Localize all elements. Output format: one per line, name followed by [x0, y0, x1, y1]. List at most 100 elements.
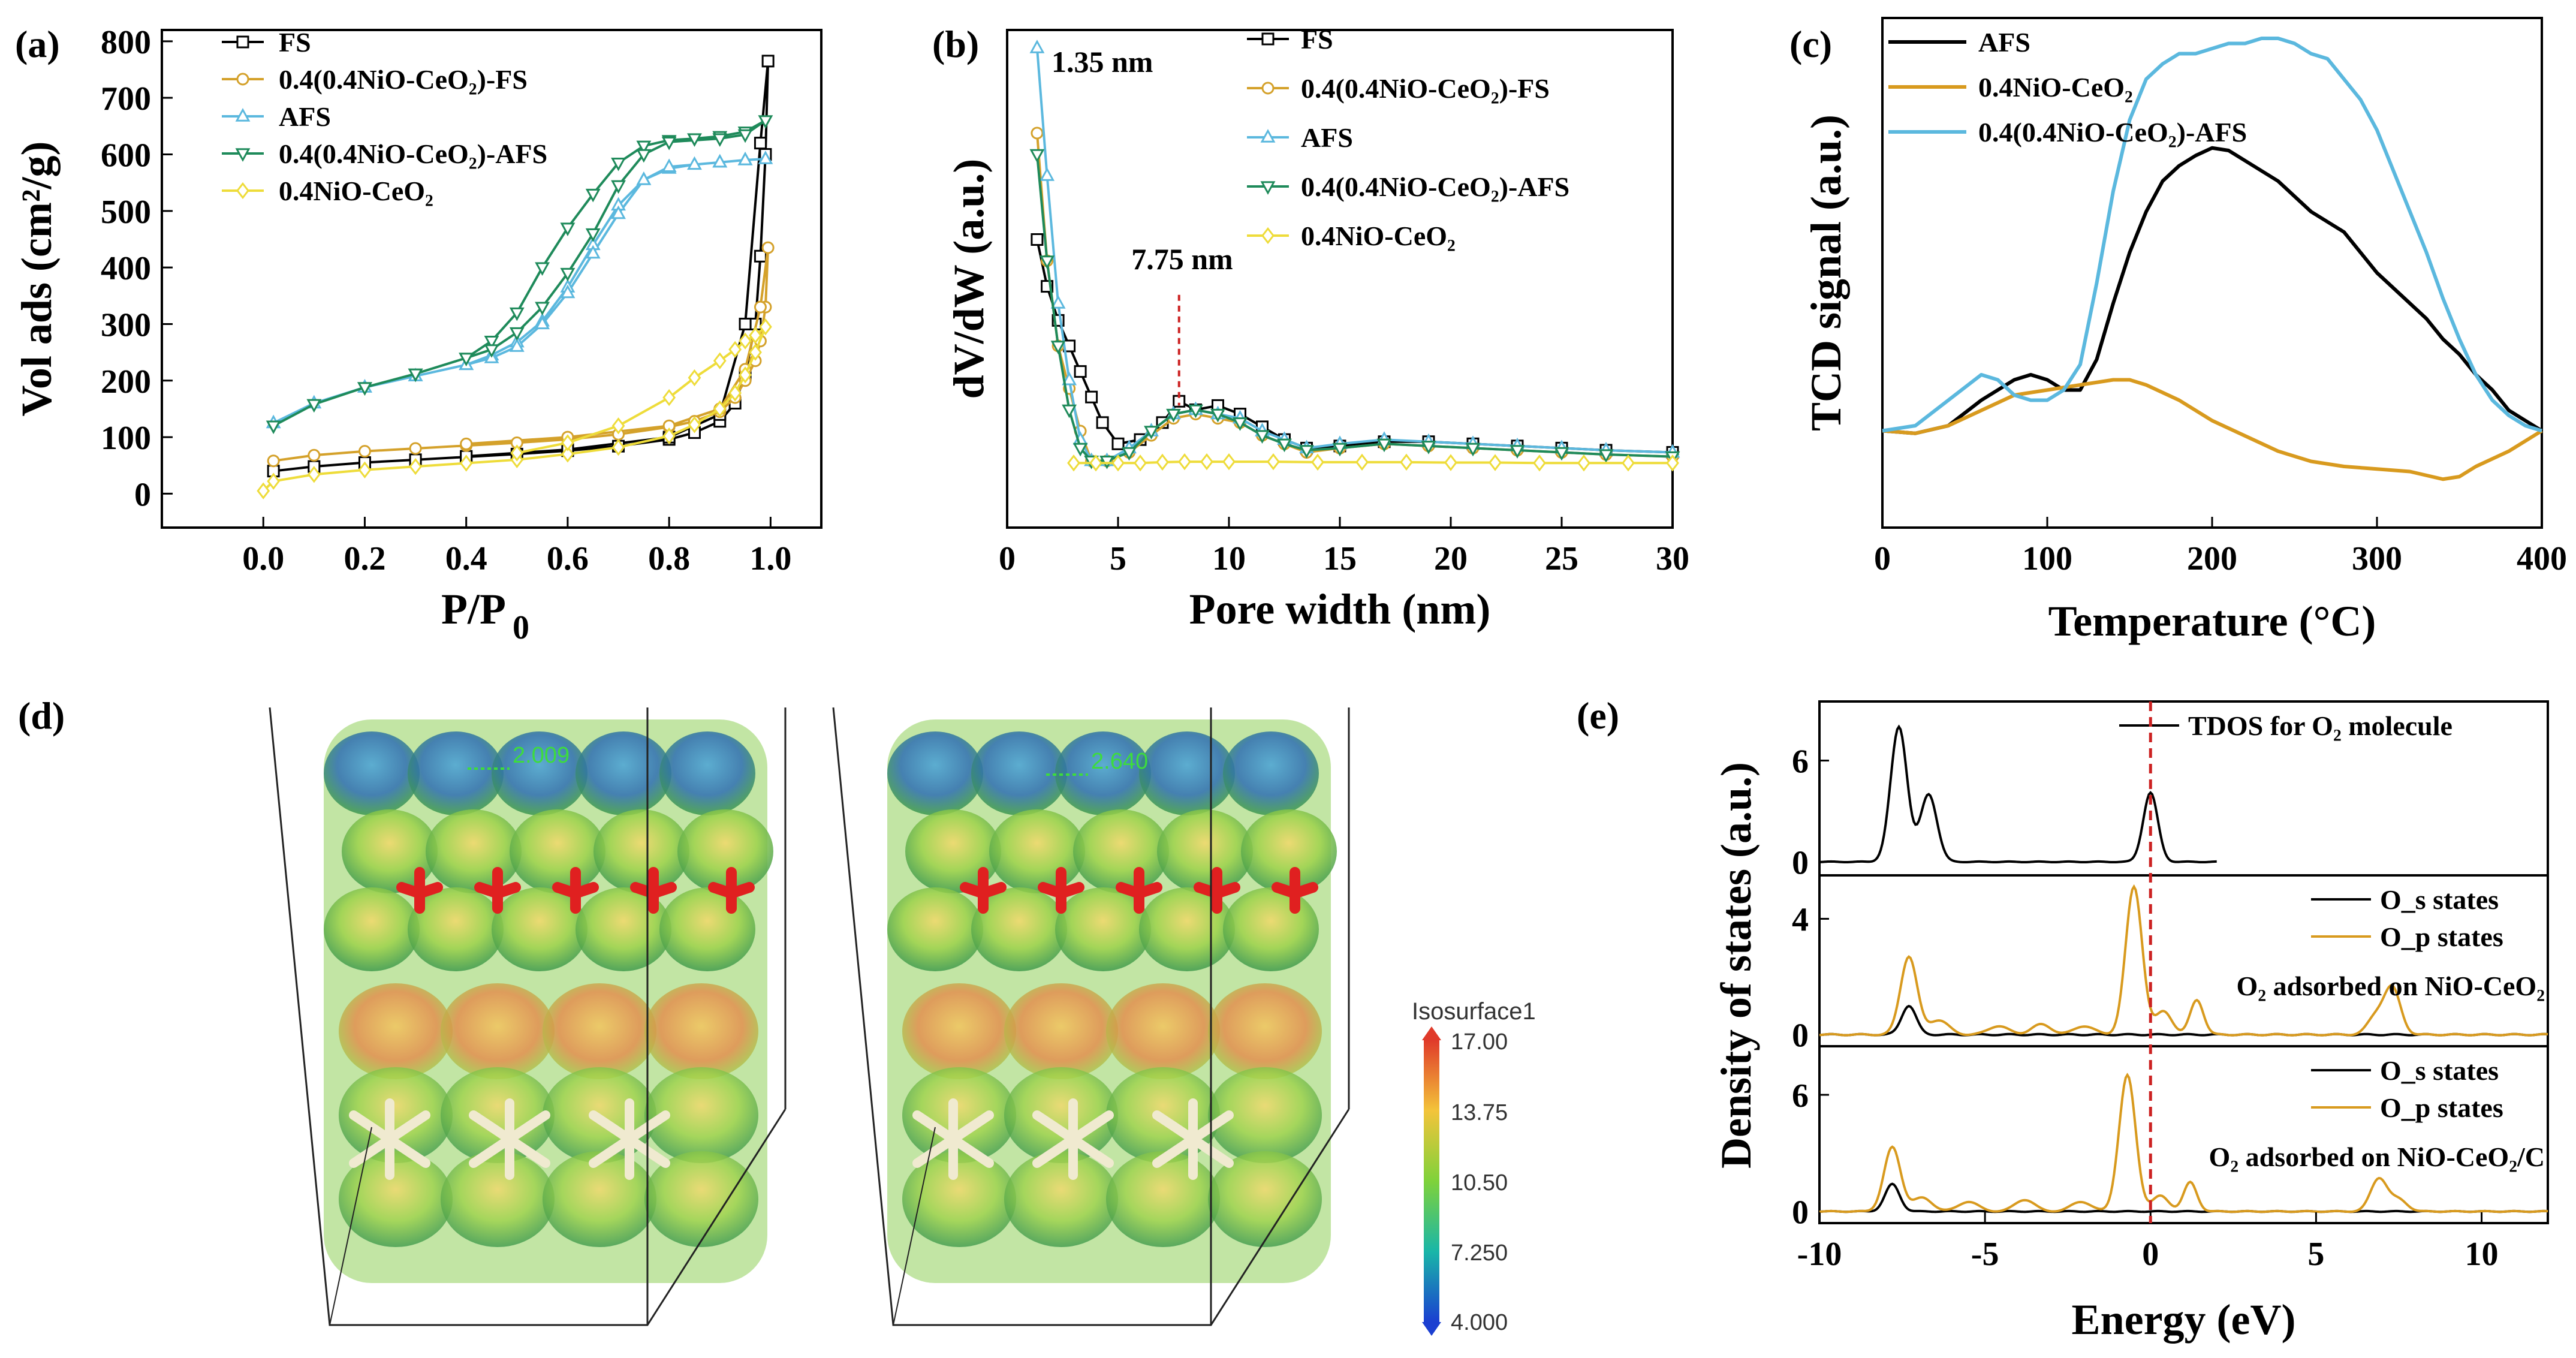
isosurface-blob	[1223, 887, 1319, 971]
data-point	[306, 399, 322, 413]
data-point	[1200, 453, 1213, 471]
data-point	[1277, 438, 1292, 453]
y-axis-label: Density of states (a.u.)	[1712, 762, 1760, 1169]
legend-label: 0.4NiO-CeO₂	[279, 176, 433, 206]
dos-subplot: 0 6 TDOS for O₂ molecule	[1792, 700, 2549, 881]
series-line-AFS	[1882, 146, 2543, 435]
isosurface-blob	[1004, 1151, 1118, 1247]
data-point	[535, 262, 550, 276]
isosurface-blob	[1241, 809, 1337, 893]
data-point	[459, 454, 473, 472]
data-point	[1465, 442, 1481, 457]
oxygen-atom-group	[1194, 867, 1240, 914]
dos-subplot: 0 4 O_s states O_p states O₂ adsorbed on NiO…	[1792, 874, 2549, 1055]
annotation-1.35nm: 1.35 nm	[1052, 45, 1153, 79]
data-point	[1062, 404, 1077, 418]
x-tick-label: 400	[2517, 540, 2567, 577]
isosurface-blob	[593, 809, 689, 893]
isosurface-blob	[887, 887, 983, 971]
charge-density-illustration	[269, 707, 1350, 1326]
data-point	[409, 457, 422, 475]
isosurface-blob	[543, 1151, 656, 1247]
data-point	[358, 461, 372, 478]
series-line	[1035, 47, 1673, 462]
oxygen-atom-group	[630, 867, 677, 914]
data-point	[585, 228, 601, 242]
panel-a: (a) 0.0 0.2 0.4 0.6 0.8 1.0 0 100 200 300 400 500 600…	[13, 23, 822, 646]
cell-edge	[832, 707, 1350, 1326]
legend-label: TDOS for O₂ molecule	[2188, 710, 2453, 741]
data-point	[257, 482, 270, 499]
isosurface-blob	[971, 887, 1067, 971]
series-line	[273, 119, 767, 427]
x-tick-label: 25	[1545, 540, 1578, 577]
x-tick-label: 0.0	[242, 540, 284, 577]
isosurface-blob	[1208, 1067, 1322, 1163]
data-point	[739, 366, 752, 384]
subplot-note: O₂ adsorbed on NiO-CeO₂/C	[2209, 1142, 2545, 1172]
legend-label: FS	[1301, 24, 1333, 55]
annotation-7.75nm: 7.75 nm	[1131, 242, 1233, 276]
data-point	[509, 307, 525, 321]
isosurface-blob	[339, 983, 453, 1079]
isosurface-blob	[339, 1151, 453, 1247]
data-point	[1111, 437, 1125, 450]
oxygen-atom-group	[708, 867, 755, 914]
data-point	[1144, 426, 1159, 439]
isosurface-blob	[441, 1151, 555, 1247]
isosurface-blob	[1004, 983, 1118, 1079]
bond-distance-left: 2.009	[513, 743, 570, 768]
data-point	[611, 157, 626, 171]
y-tick-label: 0	[1792, 1017, 1809, 1055]
data-point	[1040, 255, 1055, 269]
data-point	[1666, 454, 1679, 472]
data-point	[585, 245, 601, 259]
data-point	[307, 466, 321, 483]
data-point	[728, 384, 742, 402]
silicon-bond-group	[1152, 1098, 1234, 1180]
data-point	[509, 327, 525, 341]
y-tick-label: 0	[1792, 1194, 1809, 1231]
series-line	[1035, 154, 1673, 462]
isosurface-blob	[1073, 809, 1169, 893]
data-point	[713, 400, 727, 418]
isosurface-blob	[408, 887, 504, 971]
data-point	[749, 344, 762, 361]
y-tick-label: 300	[101, 306, 151, 344]
y-tick-label: 200	[101, 363, 151, 401]
isosurface-blob	[644, 983, 758, 1079]
data-point	[687, 156, 702, 170]
legend-label: 0.4(0.4NiO-CeO₂)-AFS	[1301, 171, 1569, 202]
x-axis-label: Pore width (nm)	[1189, 585, 1491, 633]
y-tick-label: 0	[1792, 844, 1809, 881]
isosurface-blob	[1157, 809, 1253, 893]
data-point	[560, 284, 576, 299]
data-point	[460, 437, 473, 450]
legend-label: AFS	[1978, 27, 2030, 58]
data-point	[636, 149, 652, 163]
data-point	[409, 442, 422, 455]
series-AFS	[1029, 40, 1680, 466]
y-axis-label: TCD signal (a.u.)	[1802, 115, 1850, 431]
y-tick-label: 500	[101, 194, 151, 231]
data-point	[754, 300, 767, 314]
oxygen-atom-group	[1038, 867, 1084, 914]
data-point	[1166, 408, 1181, 423]
cell-edge	[269, 707, 787, 1326]
colorbar-tick: 7.250	[1451, 1240, 1508, 1266]
data-point	[737, 129, 753, 143]
data-point	[1577, 454, 1590, 472]
x-tick-label: 0.6	[547, 540, 589, 577]
isosurface-blob	[971, 731, 1067, 815]
series-line-0.4(0.4NiO-CeO₂)-AFS	[1882, 37, 2542, 433]
series-0.4NiO-CeO₂	[257, 318, 772, 499]
series-line	[273, 61, 770, 472]
data-point	[1178, 453, 1191, 471]
x-tick-label: 20	[1434, 540, 1468, 577]
data-point	[1156, 453, 1169, 471]
x-tick-label: 0	[999, 540, 1016, 577]
isosurface-blob	[659, 731, 755, 815]
series-FS	[1031, 233, 1679, 459]
isosurface-blob	[426, 809, 522, 893]
panel-a-label: (a)	[15, 23, 60, 65]
